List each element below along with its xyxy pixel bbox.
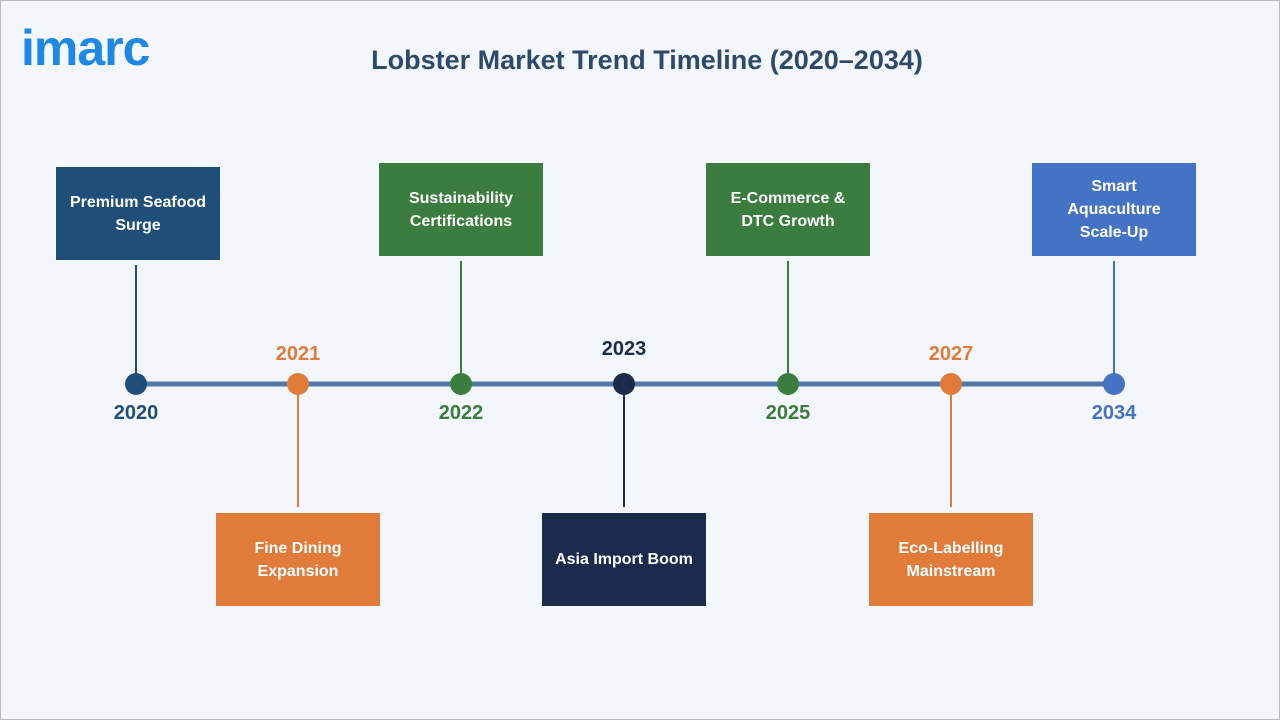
event-box: Eco-Labelling Mainstream [869, 513, 1033, 606]
milestone-dot [287, 373, 309, 395]
event-box: Sustainability Certifications [379, 163, 543, 256]
event-box: Smart Aquaculture Scale-Up [1032, 163, 1196, 256]
milestone-dot [613, 373, 635, 395]
event-box: E-Commerce & DTC Growth [706, 163, 870, 256]
year-label: 2021 [275, 343, 321, 365]
year-label: 2022 [438, 402, 484, 424]
year-label: 2027 [928, 343, 974, 365]
milestone-dot [1103, 373, 1125, 395]
event-box: Fine Dining Expansion [216, 513, 380, 606]
year-label: 2023 [601, 338, 647, 360]
event-box: Premium Seafood Surge [56, 167, 220, 260]
year-label: 2020 [113, 402, 159, 424]
milestone-dot [940, 373, 962, 395]
logo: imarc [21, 20, 150, 76]
milestone-dot [777, 373, 799, 395]
title: Lobster Market Trend Timeline (2020–2034… [371, 45, 923, 75]
year-label: 2025 [765, 402, 811, 424]
milestone-dot [125, 373, 147, 395]
milestone-dot [450, 373, 472, 395]
event-box: Asia Import Boom [542, 513, 706, 606]
year-label: 2034 [1091, 402, 1137, 424]
